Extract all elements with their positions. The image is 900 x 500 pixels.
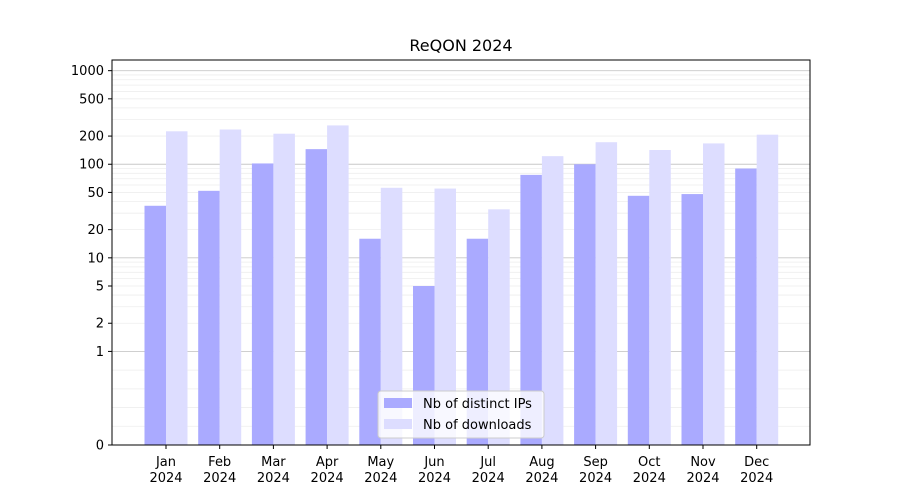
legend-box <box>377 390 545 439</box>
bar-downloads <box>488 209 510 445</box>
bar-distinct-ips <box>681 194 703 445</box>
bar-distinct-ips <box>735 168 757 445</box>
y-tick-label: 1 <box>96 345 104 360</box>
bar-distinct-ips <box>627 195 650 445</box>
y-tick-label: 50 <box>87 186 104 201</box>
x-tick-label-month: Jul <box>479 455 496 470</box>
y-tick-label: 500 <box>79 92 104 107</box>
legend-swatch-distinct-ips <box>384 398 412 408</box>
bar-downloads <box>219 129 242 445</box>
x-tick-label-year: 2024 <box>579 471 612 486</box>
x-tick-label-year: 2024 <box>472 471 505 486</box>
bar-downloads <box>541 156 564 445</box>
y-tick-label: 1000 <box>71 64 104 79</box>
x-tick-label-year: 2024 <box>686 471 719 486</box>
x-tick-label-year: 2024 <box>203 471 236 486</box>
x-tick-label-year: 2024 <box>311 471 344 486</box>
bars <box>144 125 779 446</box>
chart-title: ReQON 2024 <box>409 36 512 55</box>
x-tick-label-year: 2024 <box>418 471 451 486</box>
y-tick-label: 100 <box>79 158 104 173</box>
y-tick-label: 20 <box>87 223 104 238</box>
bar-downloads <box>703 143 725 446</box>
bar-downloads <box>327 125 349 445</box>
legend: Nb of distinct IPs Nb of downloads <box>377 390 545 439</box>
x-tick-label-month: Nov <box>690 455 716 470</box>
legend-label-downloads: Nb of downloads <box>423 418 532 433</box>
x-tick-label-month: Jan <box>155 455 176 470</box>
plot-frame <box>111 59 811 446</box>
x-tick-label-month: Sep <box>583 455 608 470</box>
x-axis: Jan2024Feb2024Mar2024Apr2024May2024Jun20… <box>149 445 773 486</box>
y-tick-label: 10 <box>87 251 104 266</box>
x-tick-label-month: Jun <box>423 455 444 470</box>
bar-distinct-ips <box>198 190 220 445</box>
bar-distinct-ips <box>144 205 166 445</box>
bar-distinct-ips <box>574 164 596 445</box>
x-tick-label-month: Dec <box>744 455 769 470</box>
bar-downloads <box>595 142 618 445</box>
x-tick-label-year: 2024 <box>257 471 290 486</box>
x-tick-label-month: Mar <box>261 455 286 470</box>
legend-swatch-downloads <box>384 419 412 429</box>
y-tick-label: 200 <box>79 130 104 145</box>
legend-label-distinct-ips: Nb of distinct IPs <box>423 397 532 412</box>
y-tick-label: 0 <box>96 439 104 454</box>
x-tick-label-month: Aug <box>529 455 554 470</box>
bar-downloads <box>756 134 779 445</box>
bar-downloads <box>380 187 403 445</box>
bar-downloads <box>649 149 671 445</box>
x-tick-label-year: 2024 <box>525 471 558 486</box>
x-tick-label-year: 2024 <box>740 471 773 486</box>
bar-distinct-ips <box>520 174 542 445</box>
y-tick-label: 2 <box>96 317 104 332</box>
bar-downloads <box>273 133 295 446</box>
x-tick-label-year: 2024 <box>149 471 182 486</box>
bar-downloads <box>166 131 188 445</box>
bar-distinct-ips <box>251 163 274 445</box>
bar-distinct-ips <box>305 149 328 445</box>
y-tick-label: 5 <box>96 280 104 295</box>
x-tick-label-month: Feb <box>208 455 231 470</box>
bar-distinct-ips <box>359 238 381 445</box>
x-tick-label-year: 2024 <box>633 471 666 486</box>
y-axis: 0 1 2 5 10 20 50 100 200 500 1000 <box>71 64 112 454</box>
x-tick-label-month: Apr <box>316 455 339 470</box>
x-tick-label-year: 2024 <box>364 471 397 486</box>
x-tick-label-month: Oct <box>638 455 660 470</box>
x-tick-label-month: May <box>367 455 394 470</box>
bar-downloads <box>434 188 456 445</box>
